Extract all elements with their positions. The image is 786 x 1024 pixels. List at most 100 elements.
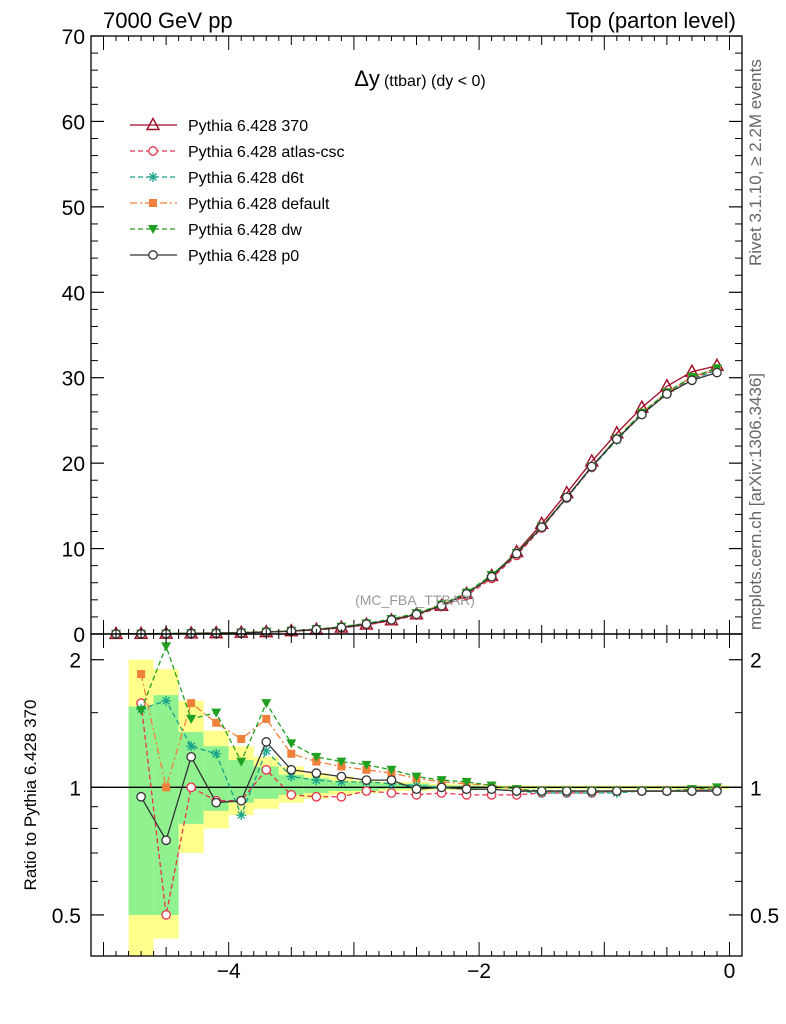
ratio-point-3-8 (336, 757, 347, 767)
main-point-5-24 (712, 367, 722, 378)
band-inner-1 (153, 695, 179, 915)
ratio-point-2-0 (137, 670, 146, 679)
legend-marker-2-stroke (149, 173, 157, 181)
ratio-point-3-13 (461, 777, 472, 787)
ratio-point-1-1-stroke (162, 696, 171, 705)
ratio-point-0-6 (286, 789, 297, 800)
ratio-point-1-4 (236, 810, 247, 821)
ratio-point-4-8 (336, 771, 347, 782)
legend-label-2: Pythia 6.428 d6t (188, 170, 304, 187)
x-tick-label: −4 (217, 960, 241, 983)
main-point-5-12 (411, 609, 422, 620)
legend-label-0: Pythia 6.428 370 (188, 118, 308, 135)
chart-title: Δy (ttbar) (dy < 0) (354, 66, 486, 91)
y-tick-label: 20 (62, 453, 85, 476)
ratio-point-4-14 (486, 784, 497, 795)
ratio-point-3-2 (186, 714, 197, 724)
y-tick-label: 50 (62, 197, 85, 220)
main-point-5-15 (486, 571, 497, 582)
ratio-series-line-2 (140, 673, 717, 792)
ratio-point-3-10 (386, 765, 397, 775)
ratio-y-tick-label-right: 0.5 (750, 905, 779, 928)
ratio-point-0-10 (386, 788, 397, 798)
ratio-point-4-2 (186, 752, 197, 762)
ratio-point-3-9 (361, 760, 372, 770)
ratio-y-axis-label: Ratio to Pythia 6.428 370 (21, 700, 40, 891)
ratio-point-0-2 (186, 782, 197, 793)
band-inner-7 (303, 778, 329, 793)
ratio-point-3-7 (311, 752, 322, 762)
ratio-point-1-7 (311, 775, 322, 786)
main-point-5-16 (511, 548, 522, 559)
ratio-y-tick-label: 1 (69, 777, 81, 800)
ratio-point-4-5 (261, 737, 272, 747)
ratio-y-tick-label-right: 1 (750, 777, 762, 800)
legend-label-4: Pythia 6.428 dw (188, 222, 302, 239)
y-tick-label: 70 (62, 26, 85, 49)
ratio-point-4-15 (511, 786, 522, 796)
ratio-point-3-0 (136, 706, 147, 716)
rivet-info-label: Rivet 3.1.10, ≥ 2.2M events (746, 59, 765, 266)
ratio-point-1-3-stroke (212, 749, 221, 758)
main-point-5-20 (611, 434, 622, 445)
legend-marker-2 (148, 172, 158, 182)
legend-label-1: Pythia 6.428 atlas-csc (188, 144, 345, 161)
ratio-point-4-21 (662, 786, 672, 796)
y-tick-label: 30 (62, 368, 85, 391)
ratio-point-2-6 (287, 749, 296, 758)
main-point-5-14 (461, 588, 472, 599)
chart-title-rest: (ttbar) (dy < 0) (384, 73, 486, 90)
ratio-point-4-12 (436, 782, 447, 793)
y-tick-label: 40 (62, 282, 85, 305)
main-point-5-23 (687, 375, 697, 386)
legend-label-3: Pythia 6.428 default (188, 196, 330, 213)
main-point-5-17 (536, 522, 547, 533)
ratio-point-4-13 (461, 784, 472, 795)
ratio-point-2-5 (262, 714, 271, 723)
legend-marker-5 (148, 250, 158, 260)
ratio-point-1-1 (161, 695, 172, 706)
legend-marker-0 (145, 117, 161, 131)
ratio-point-4-16 (536, 786, 547, 796)
ratio-point-1-3 (211, 748, 222, 759)
y-tick-label: 60 (62, 111, 85, 134)
ratio-point-4-1 (161, 835, 171, 846)
ratio-y-tick-label: 2 (69, 650, 81, 673)
ratio-point-2-1 (162, 783, 171, 792)
ratio-point-0-1 (161, 910, 171, 920)
x-tick-label: 0 (724, 960, 736, 983)
ratio-point-3-5 (261, 699, 272, 709)
ratio-point-4-0 (136, 791, 146, 802)
y-tick-label: 0 (73, 624, 85, 647)
mcplots-label: mcplots.cern.ch [arXiv:1306.3436] (746, 373, 765, 630)
ratio-y-tick-label-right: 2 (750, 650, 762, 673)
ratio-point-3-3 (211, 708, 222, 718)
energy-label: 7000 GeV pp (103, 8, 233, 33)
ratio-point-1-6-stroke (287, 772, 296, 781)
ratio-point-1-5-stroke (262, 746, 271, 755)
ratio-point-1-4-stroke (237, 811, 246, 820)
ratio-point-3-1 (161, 642, 172, 652)
ratio-point-4-9 (361, 775, 372, 785)
ratio-point-4-23 (712, 786, 722, 796)
ratio-plot-panel: 0.5 0.5 1 1 2 2 −4 −2 0 Ratio to Pythia 6.428 37… (21, 633, 779, 983)
ratio-point-4-20 (636, 786, 647, 796)
ratio-point-3-4 (236, 757, 247, 767)
ratio-point-3-12 (436, 776, 447, 786)
ratio-point-1-2-stroke (187, 742, 196, 751)
ratio-point-4-6 (286, 764, 297, 775)
main-point-5-22 (662, 389, 672, 399)
ratio-point-2-3 (212, 718, 221, 727)
ratio-point-0-5 (261, 764, 272, 775)
ratio-point-0-9 (361, 786, 372, 796)
ratio-point-2-2 (187, 699, 196, 708)
ratio-point-1-7-stroke (312, 776, 321, 785)
band-inner-6 (278, 774, 304, 795)
ratio-point-4-4 (236, 795, 247, 806)
main-point-5-11 (386, 615, 397, 625)
main-point-5-13 (436, 600, 447, 611)
chart-title-symbol: Δy (354, 66, 380, 91)
legend: Pythia 6.428 370 Pythia 6.428 atlas-csc Py… (130, 117, 345, 265)
legend-marker-4 (148, 225, 158, 234)
main-point-5-10 (361, 619, 372, 630)
